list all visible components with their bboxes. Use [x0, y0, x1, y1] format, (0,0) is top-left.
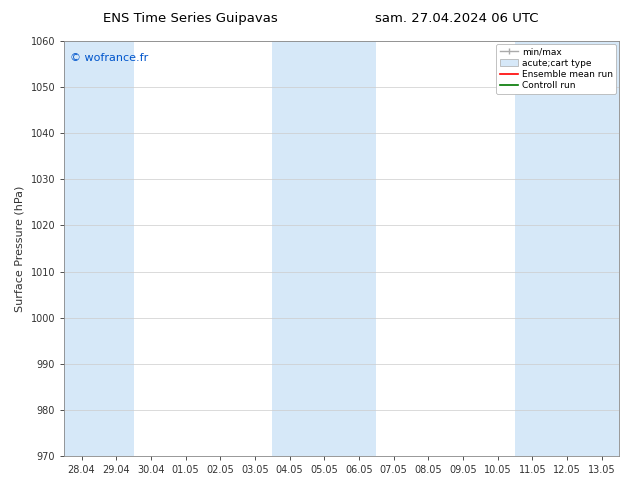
Bar	[99, 41, 134, 456]
Text: ENS Time Series Guipavas: ENS Time Series Guipavas	[103, 12, 278, 25]
Bar	[307, 41, 342, 456]
Bar	[342, 41, 376, 456]
Bar	[64, 41, 99, 456]
Text: sam. 27.04.2024 06 UTC: sam. 27.04.2024 06 UTC	[375, 12, 538, 25]
Bar	[515, 41, 550, 456]
Y-axis label: Surface Pressure (hPa): Surface Pressure (hPa)	[15, 185, 25, 312]
Bar	[272, 41, 307, 456]
Bar	[550, 41, 585, 456]
Text: © wofrance.fr: © wofrance.fr	[70, 53, 148, 64]
Bar	[585, 41, 619, 456]
Legend: min/max, acute;cart type, Ensemble mean run, Controll run: min/max, acute;cart type, Ensemble mean …	[496, 44, 616, 94]
